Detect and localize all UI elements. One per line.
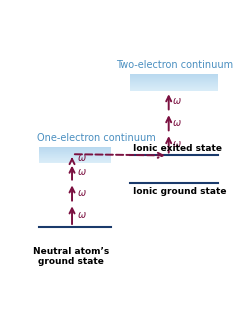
Bar: [130, 81, 219, 82]
Bar: [130, 84, 219, 85]
Bar: [130, 85, 219, 86]
Text: ω: ω: [172, 118, 181, 128]
Bar: [39, 162, 111, 163]
Bar: [39, 157, 111, 158]
Bar: [39, 151, 111, 152]
Bar: [39, 152, 111, 153]
Bar: [130, 90, 219, 91]
Text: ω: ω: [78, 188, 86, 198]
Bar: [39, 153, 111, 154]
Text: ω: ω: [78, 167, 86, 178]
Bar: [130, 75, 219, 76]
Text: One-electron continuum: One-electron continuum: [37, 133, 155, 143]
Bar: [130, 77, 219, 78]
Bar: [130, 74, 219, 75]
Bar: [130, 79, 219, 80]
Bar: [39, 161, 111, 162]
Bar: [130, 87, 219, 88]
Text: Ionic exited state: Ionic exited state: [133, 144, 222, 153]
Text: ω: ω: [78, 153, 86, 164]
Bar: [130, 83, 219, 84]
Bar: [39, 150, 111, 151]
Bar: [39, 160, 111, 161]
Bar: [130, 89, 219, 90]
Bar: [130, 86, 219, 87]
Bar: [39, 147, 111, 148]
Text: ω: ω: [172, 139, 181, 149]
Bar: [130, 91, 219, 92]
Text: ω: ω: [172, 96, 181, 107]
Text: ω: ω: [78, 210, 86, 220]
Bar: [130, 76, 219, 77]
Bar: [39, 159, 111, 160]
Text: Neutral atom’s
ground state: Neutral atom’s ground state: [33, 247, 109, 266]
Bar: [39, 158, 111, 159]
Bar: [39, 149, 111, 150]
Text: Ionic ground state: Ionic ground state: [133, 188, 227, 196]
Bar: [130, 88, 219, 89]
Bar: [39, 154, 111, 155]
Bar: [130, 78, 219, 79]
Bar: [39, 155, 111, 156]
Bar: [39, 148, 111, 149]
Bar: [130, 82, 219, 83]
Bar: [130, 80, 219, 81]
Bar: [39, 156, 111, 157]
Text: Two-electron continuum: Two-electron continuum: [116, 60, 233, 70]
